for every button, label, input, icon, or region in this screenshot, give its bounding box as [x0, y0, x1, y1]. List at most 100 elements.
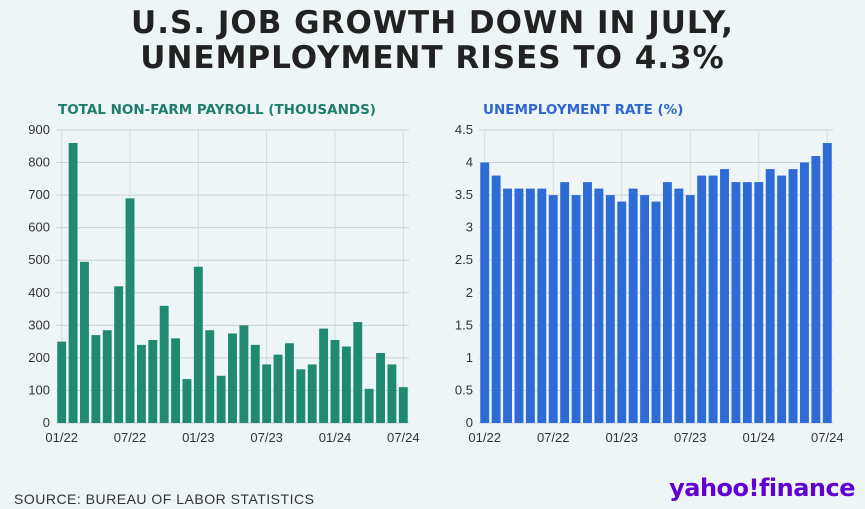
unemployment-x-tick-label: 07/23	[674, 430, 707, 445]
payroll-bar	[228, 333, 237, 423]
payroll-bar	[148, 339, 158, 423]
payroll-bar	[159, 305, 169, 423]
payroll-x-tick-label: 01/22	[45, 430, 78, 445]
payroll-x-tick-label: 07/22	[114, 430, 147, 445]
payroll-bar	[114, 286, 124, 423]
unemployment-bar	[799, 162, 809, 424]
unemployment-bar	[617, 201, 627, 423]
unemployment-x-tick-label: 01/23	[605, 430, 638, 445]
payroll-bar	[68, 143, 78, 423]
payroll-y-tick-label: 200	[28, 350, 50, 365]
unemployment-bar	[480, 162, 490, 424]
payroll-bar	[91, 335, 101, 423]
payroll-bar	[330, 339, 340, 423]
unemployment-chart: 0 0.5 1 1.5 2 2.5 3 3.5 4 4.5 01/22 07/22 01/23 07/23…	[455, 122, 844, 445]
unemployment-bar	[708, 175, 718, 423]
unemployment-y-tick-label: 0	[466, 415, 473, 430]
payroll-bar	[319, 328, 329, 423]
unemployment-bar	[583, 182, 592, 423]
unemployment-y-tick-label: 1.5	[455, 317, 473, 332]
payroll-bar	[262, 364, 272, 423]
payroll-bar	[250, 344, 260, 423]
unemployment-bar	[697, 175, 707, 423]
unemployment-y-tick-label: 3.5	[455, 187, 473, 202]
payroll-y-tick-label: 700	[28, 187, 50, 202]
unemployment-chart-title: UNEMPLOYMENT RATE (%)	[483, 102, 684, 118]
title-line-1: U.S. JOB GROWTH DOWN IN JULY,	[131, 5, 734, 41]
payroll-y-tick-label: 600	[28, 220, 50, 235]
unemployment-y-tick-label: 2	[466, 285, 473, 300]
unemployment-x-tick-label: 07/22	[537, 430, 570, 445]
payroll-bar	[125, 198, 135, 423]
unemployment-y-tick-label: 0.5	[455, 382, 473, 397]
unemployment-bar	[640, 195, 650, 423]
unemployment-bar	[651, 201, 661, 423]
payroll-bar	[398, 387, 408, 423]
payroll-y-tick-label: 0	[43, 415, 50, 430]
unemployment-bar	[628, 188, 638, 423]
title-line-2: UNEMPLOYMENT RISES TO 4.3%	[140, 40, 725, 76]
payroll-bar	[376, 353, 385, 423]
payroll-bar	[205, 330, 215, 423]
unemployment-bar	[571, 195, 581, 423]
payroll-bar	[102, 330, 112, 423]
unemployment-bar	[731, 182, 741, 423]
unemployment-bar	[777, 175, 787, 423]
payroll-bar	[296, 369, 306, 423]
payroll-y-tick-label: 300	[28, 317, 50, 332]
unemployment-y-tick-label: 2.5	[455, 252, 473, 267]
unemployment-bar	[765, 169, 775, 423]
payroll-bar	[193, 266, 203, 423]
unemployment-bar	[514, 188, 524, 423]
unemployment-x-tick-label: 07/24	[811, 430, 844, 445]
payroll-bar	[80, 261, 89, 423]
unemployment-bar	[548, 195, 558, 423]
unemployment-y-tick-label: 3	[466, 220, 473, 235]
payroll-bar	[341, 346, 351, 423]
payroll-y-tick-label: 500	[28, 252, 50, 267]
payroll-bar	[216, 375, 226, 423]
payroll-bar	[273, 354, 283, 423]
payroll-x-tick-label: 07/23	[250, 430, 283, 445]
payroll-chart: 0 100 200 300 400 500 600 700 800 900 01/22 07/22 01…	[28, 122, 419, 445]
payroll-bar	[136, 344, 146, 423]
unemployment-x-tick-label: 01/22	[468, 430, 501, 445]
payroll-bar	[307, 364, 317, 423]
unemployment-bar	[754, 182, 764, 423]
yahoo-finance-logo: yahoo!finance	[669, 474, 855, 502]
payroll-bar	[182, 379, 192, 423]
unemployment-bar	[811, 156, 821, 424]
unemployment-bar	[560, 182, 570, 423]
payroll-bar	[239, 325, 249, 423]
unemployment-bar	[491, 175, 501, 423]
unemployment-y-tick-label: 4.5	[455, 122, 473, 137]
unemployment-bar	[594, 188, 604, 423]
unemployment-bar	[525, 188, 535, 423]
payroll-chart-title: TOTAL NON-FARM PAYROLL (THOUSANDS)	[58, 102, 376, 118]
payroll-x-tick-label: 01/24	[319, 430, 352, 445]
unemployment-bar	[674, 188, 684, 423]
payroll-bar	[387, 364, 397, 423]
unemployment-y-tick-label: 4	[466, 155, 473, 170]
payroll-bar	[57, 341, 67, 423]
unemployment-bar	[503, 188, 513, 423]
unemployment-bar	[788, 169, 798, 423]
unemployment-bar	[742, 182, 752, 423]
unemployment-bar	[720, 169, 729, 423]
payroll-y-tick-label: 100	[28, 382, 50, 397]
payroll-bar	[364, 388, 374, 423]
payroll-y-tick-label: 800	[28, 155, 50, 170]
payroll-bar	[353, 322, 363, 423]
unemployment-y-tick-label: 1	[466, 350, 473, 365]
unemployment-bar	[537, 188, 547, 423]
payroll-y-tick-label: 400	[28, 285, 50, 300]
payroll-bar	[284, 343, 294, 423]
payroll-x-tick-label: 01/23	[182, 430, 215, 445]
unemployment-bar	[605, 195, 615, 423]
payroll-y-tick-label: 900	[28, 122, 50, 137]
unemployment-bar	[685, 195, 695, 423]
page-title: U.S. JOB GROWTH DOWN IN JULY, UNEMPLOYME…	[0, 6, 865, 76]
unemployment-bar	[822, 143, 832, 423]
payroll-bar	[171, 338, 181, 423]
